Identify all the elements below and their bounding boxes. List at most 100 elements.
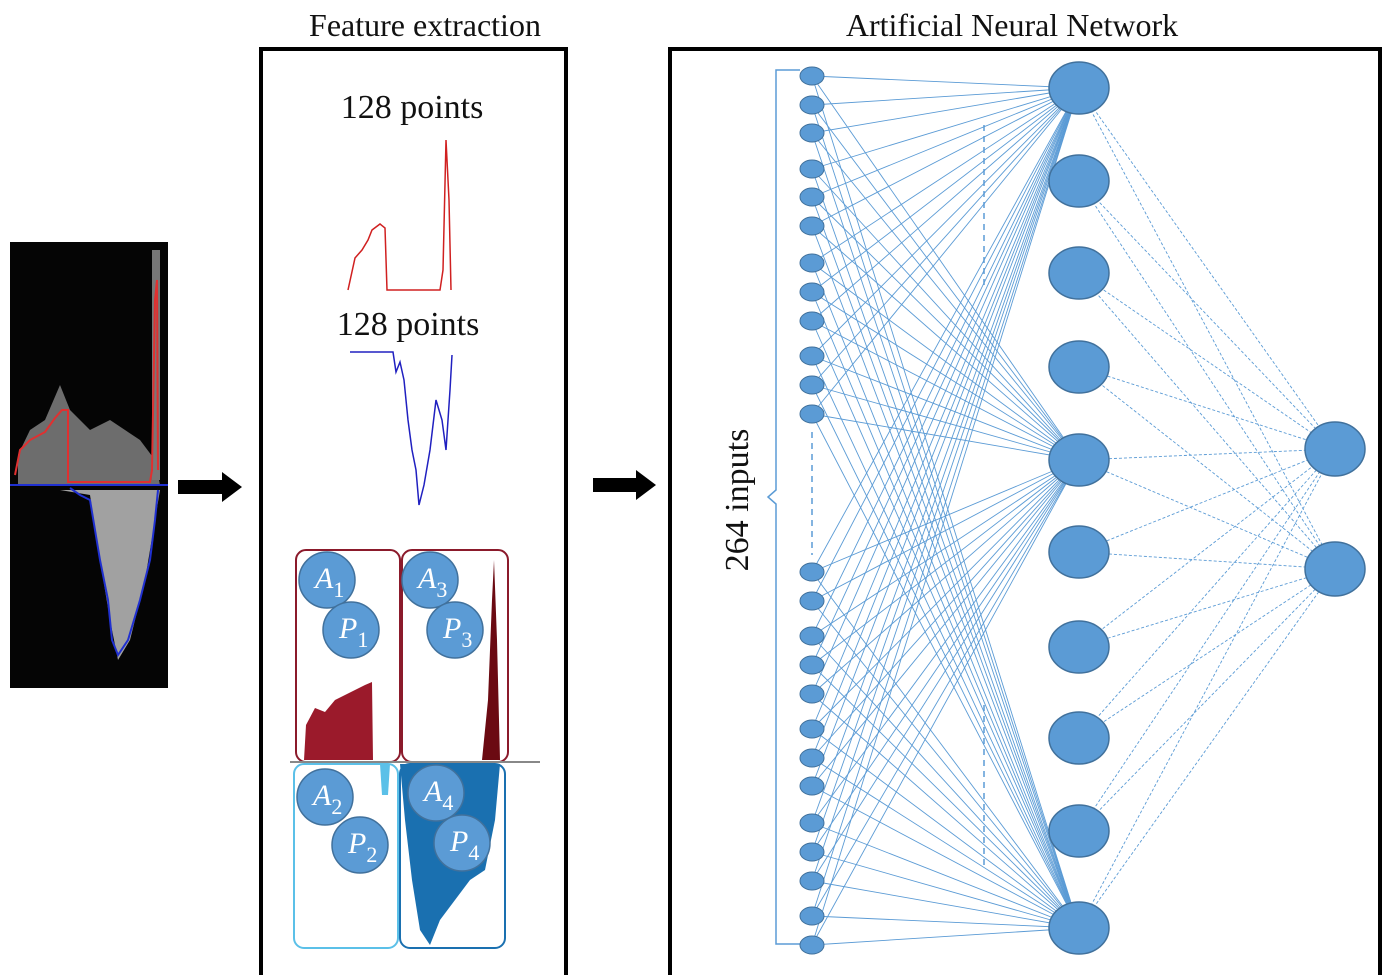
section-title: Artificial Neural Network — [846, 7, 1178, 43]
input-node — [800, 376, 824, 394]
input-node — [800, 347, 824, 365]
brace — [768, 70, 800, 944]
feature-subscript: 2 — [366, 842, 377, 867]
connection — [1079, 88, 1335, 449]
connection — [812, 88, 1079, 601]
connection — [812, 88, 1079, 945]
input-node — [800, 656, 824, 674]
connection — [1079, 181, 1335, 449]
feature-letter: A — [422, 775, 443, 808]
output-node — [1305, 422, 1365, 476]
hidden-node — [1049, 434, 1109, 486]
input-node — [800, 188, 824, 206]
input-node — [800, 254, 824, 272]
input-node — [800, 96, 824, 114]
connection — [812, 88, 1079, 881]
connection — [1079, 460, 1335, 569]
hidden-node — [1049, 621, 1109, 673]
connection — [812, 636, 1079, 928]
connection — [812, 916, 1079, 928]
hidden-node — [1049, 155, 1109, 207]
connection — [1079, 88, 1335, 569]
section-title: Feature extraction — [309, 7, 541, 43]
feature-subscript: 4 — [468, 840, 479, 865]
connection — [812, 852, 1079, 928]
connection — [812, 88, 1079, 729]
connection — [1079, 449, 1335, 460]
inputs-label: 264 inputs — [719, 429, 756, 572]
diagram: Feature extraction 128 points 128 points… — [0, 0, 1385, 975]
input-node — [800, 907, 824, 925]
feature-subscript: 3 — [461, 627, 472, 652]
connection — [1079, 569, 1335, 738]
input-node — [800, 720, 824, 738]
feature-subscript: 1 — [357, 627, 368, 652]
arrow — [593, 470, 656, 500]
hidden-node — [1049, 902, 1109, 954]
feature-subscript: 1 — [333, 577, 344, 602]
input-node — [800, 777, 824, 795]
connection — [1079, 273, 1335, 449]
connection — [812, 88, 1079, 694]
feature-letter: P — [449, 825, 468, 858]
input-node — [800, 563, 824, 581]
connection — [1079, 273, 1335, 569]
connection — [812, 88, 1079, 572]
hidden-node — [1049, 62, 1109, 114]
connection — [812, 76, 1079, 88]
connection — [812, 460, 1079, 945]
connection — [812, 601, 1079, 928]
connection — [812, 928, 1079, 945]
feature-subscript: 4 — [442, 790, 453, 815]
hidden-node — [1049, 712, 1109, 764]
input-node — [800, 872, 824, 890]
input-node — [800, 217, 824, 235]
connection — [812, 694, 1079, 928]
input-node — [800, 405, 824, 423]
connection — [1079, 552, 1335, 569]
input-node — [800, 814, 824, 832]
waveform — [348, 140, 451, 290]
connection — [812, 88, 1079, 665]
connection — [812, 460, 1079, 694]
connection — [812, 786, 1079, 928]
hidden-node — [1049, 526, 1109, 578]
connection — [1079, 569, 1335, 928]
feature-letter: A — [313, 562, 334, 595]
input-node — [800, 124, 824, 142]
connection — [1079, 449, 1335, 738]
hidden-node — [1049, 341, 1109, 393]
connection — [812, 823, 1079, 928]
arrow — [178, 472, 242, 502]
connection — [1079, 367, 1335, 569]
input-node — [800, 312, 824, 330]
connection — [812, 88, 1079, 786]
input-node — [800, 685, 824, 703]
feature-letter: A — [311, 779, 332, 812]
connection — [812, 321, 1079, 928]
connection — [812, 460, 1079, 823]
input-node — [800, 283, 824, 301]
input-node — [800, 749, 824, 767]
connection — [812, 665, 1079, 928]
waveform — [350, 352, 452, 505]
hidden-node — [1049, 247, 1109, 299]
connection — [1079, 449, 1335, 552]
feature-letter: A — [416, 562, 437, 595]
area-fill — [304, 682, 373, 760]
feature-subscript: 3 — [436, 577, 447, 602]
connection — [812, 76, 1079, 460]
feature-letter: P — [347, 827, 366, 860]
input-node — [800, 160, 824, 178]
connection — [812, 460, 1079, 601]
feature-letter: P — [442, 612, 461, 645]
connection — [812, 88, 1079, 133]
connection — [812, 88, 1079, 292]
connection — [1079, 181, 1335, 569]
input-node — [800, 843, 824, 861]
input-node — [800, 936, 824, 954]
connection — [1079, 569, 1335, 831]
connection — [1079, 449, 1335, 928]
waveform-label: 128 points — [341, 89, 484, 126]
input-node — [800, 67, 824, 85]
